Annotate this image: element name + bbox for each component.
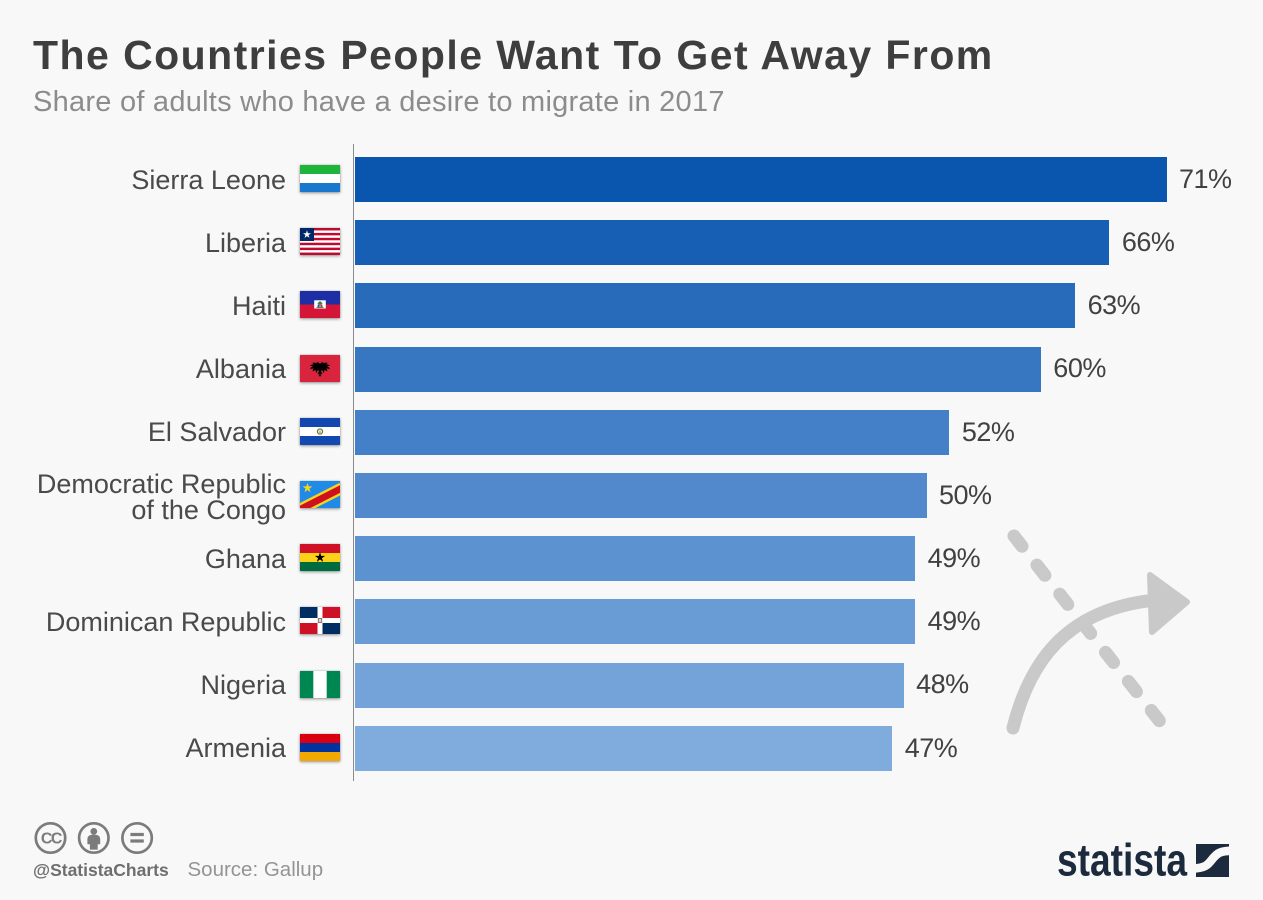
- svg-text:statista: statista: [1057, 838, 1188, 883]
- svg-text:CC: CC: [41, 831, 63, 848]
